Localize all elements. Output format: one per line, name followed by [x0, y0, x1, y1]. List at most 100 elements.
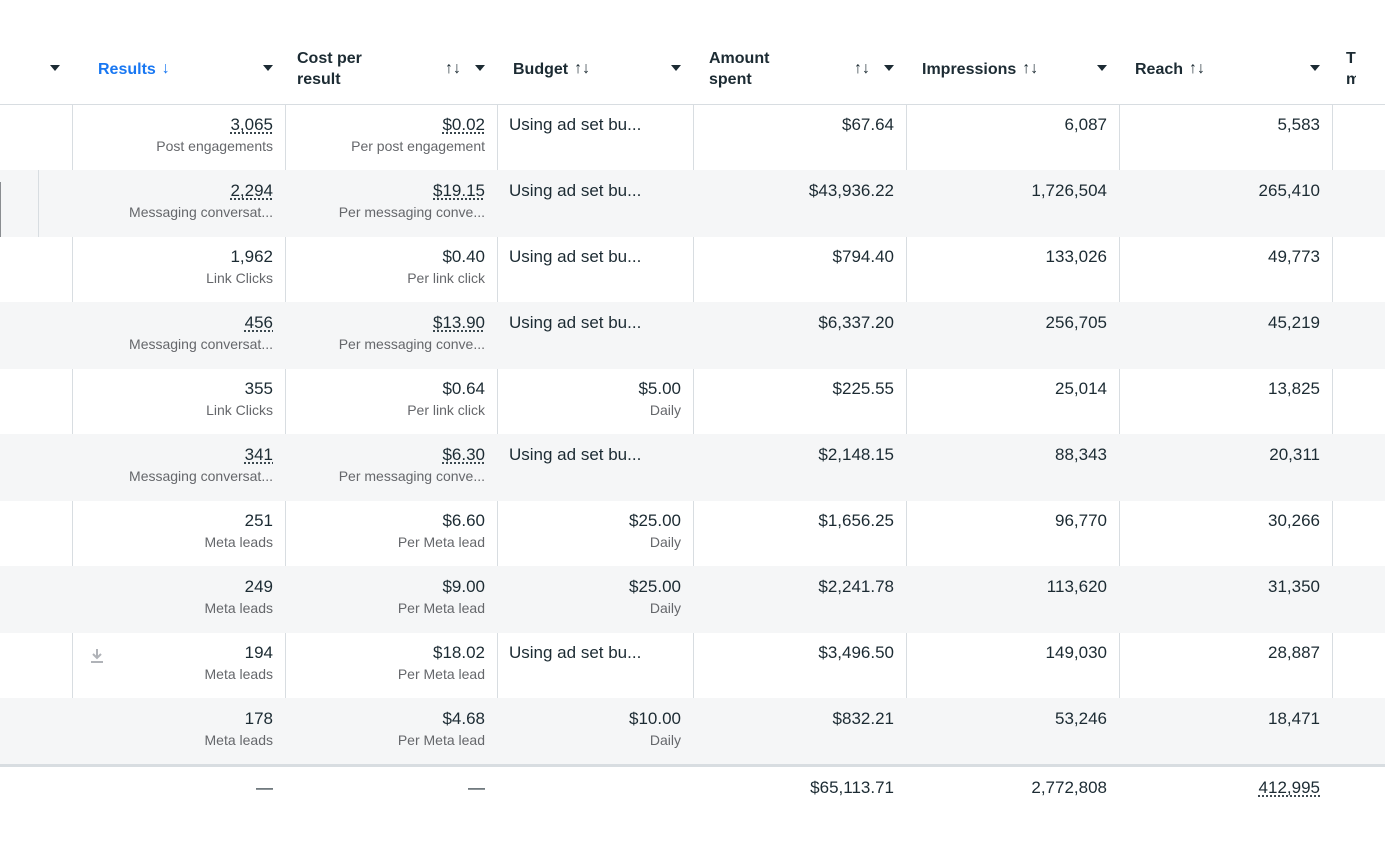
cost-type-label: Per messaging conve...	[338, 204, 485, 220]
total-cost-value: —	[468, 778, 485, 797]
reach-cell: 30,266	[1119, 500, 1332, 567]
budget-value: Using ad set bu...	[509, 115, 642, 134]
impressions-value: 149,030	[1045, 643, 1107, 662]
table-row[interactable]: 194 Meta leads $18.02 Per Meta lead Using ad…	[0, 632, 1385, 699]
sort-icon[interactable]: ↑↓	[1022, 60, 1039, 77]
reach-cell: 45,219	[1119, 302, 1332, 369]
table-row[interactable]: 1,962 Link Clicks $0.40 Per link click Using…	[0, 236, 1385, 303]
results-value[interactable]: 2,294	[230, 181, 273, 200]
caret-down-icon[interactable]	[475, 65, 485, 71]
results-type-label: Messaging conversat...	[129, 336, 273, 352]
table-row[interactable]: 456 Messaging conversat... $13.90 Per messa…	[0, 302, 1385, 369]
total-results-value: —	[256, 778, 273, 797]
table-row[interactable]: 3,065 Post engagements $0.02 Per post engag…	[0, 104, 1385, 171]
cost-value[interactable]: $19.15	[433, 181, 485, 200]
column-divider	[285, 34, 286, 810]
table-row[interactable]: 178 Meta leads $4.68 Per Meta lead $10.00 Dai…	[0, 698, 1385, 765]
impressions-cell: 1,726,504	[906, 170, 1119, 237]
total-impressions: 2,772,808	[906, 767, 1119, 810]
cost-per-result-cell: $9.00 Per Meta lead	[285, 566, 497, 633]
results-value: 251	[244, 511, 273, 530]
budget-value: $5.00	[638, 379, 681, 398]
cost-value[interactable]: $0.02	[442, 115, 485, 134]
results-value[interactable]: 456	[244, 313, 273, 332]
amount-spent-cell: $43,936.22	[693, 170, 906, 237]
cost-value: $6.60	[442, 511, 485, 530]
sort-icon[interactable]: ↑↓	[1189, 60, 1206, 77]
results-cell: 355 Link Clicks	[72, 368, 285, 435]
cost-per-result-cell: $0.40 Per link click	[285, 236, 497, 303]
cost-type-label: Per Meta lead	[397, 732, 485, 748]
results-cell: 341 Messaging conversat...	[72, 434, 285, 501]
impressions-cell: 25,014	[906, 368, 1119, 435]
impressions-cell: 149,030	[906, 632, 1119, 699]
column-header-reach[interactable]: Reach ↑↓	[1119, 34, 1332, 104]
column-header-cost-per-result[interactable]: Cost per result ↑↓	[285, 34, 497, 104]
caret-down-icon[interactable]	[50, 65, 60, 71]
total-reach-value[interactable]: 412,995	[1258, 778, 1320, 797]
cost-per-result-cell: $4.68 Per Meta lead	[285, 698, 497, 765]
impressions-cell: 256,705	[906, 302, 1119, 369]
cost-type-label: Per messaging conve...	[338, 336, 485, 352]
column-header-impressions[interactable]: Impressions ↑↓	[906, 34, 1119, 104]
results-cell: 194 Meta leads	[72, 632, 285, 699]
total-budget	[497, 767, 693, 810]
caret-down-icon[interactable]	[263, 65, 273, 71]
column-header-budget[interactable]: Budget ↑↓	[497, 34, 693, 104]
cost-value[interactable]: $6.30	[442, 445, 485, 464]
results-cell: 2,294 Messaging conversat...	[72, 170, 285, 237]
cost-type-label: Per post engagement	[351, 138, 485, 154]
column-header-previous[interactable]	[0, 34, 72, 104]
impressions-value: 53,246	[1055, 709, 1107, 728]
amount-value: $225.55	[832, 379, 894, 398]
results-header-label: Results	[98, 60, 156, 78]
cost-per-result-cell: $0.02 Per post engagement	[285, 104, 497, 171]
results-cell: 3,065 Post engagements	[72, 104, 285, 171]
sort-desc-icon[interactable]: ↓	[161, 60, 170, 77]
row-indent-line	[38, 170, 39, 237]
cost-type-label: Per link click	[407, 270, 485, 286]
table-row[interactable]: 249 Meta leads $9.00 Per Meta lead $25.00 Dai…	[0, 566, 1385, 633]
results-value[interactable]: 341	[244, 445, 273, 464]
column-header-results[interactable]: Results ↓	[72, 34, 285, 104]
reach-value: 49,773	[1268, 247, 1320, 266]
caret-down-icon[interactable]	[1310, 65, 1320, 71]
cost-type-label: Per Meta lead	[397, 534, 485, 550]
sort-icon[interactable]: ↑↓	[854, 60, 870, 77]
amount-spent-header-label: Amount spent	[709, 50, 770, 88]
column-header-truncated[interactable]: T m	[1332, 34, 1385, 104]
caret-down-icon[interactable]	[884, 65, 894, 71]
impressions-cell: 88,343	[906, 434, 1119, 501]
impressions-cell: 6,087	[906, 104, 1119, 171]
column-divider	[72, 34, 73, 810]
column-header-amount-spent[interactable]: Amount spent ↑↓	[693, 34, 906, 104]
sort-icon[interactable]: ↑↓	[574, 60, 591, 77]
download-icon[interactable]	[90, 648, 104, 664]
results-type-label: Post engagements	[156, 138, 273, 154]
budget-value: Using ad set bu...	[509, 181, 642, 200]
budget-value: $25.00	[629, 577, 681, 596]
table-row[interactable]: 341 Messaging conversat... $6.30 Per messag…	[0, 434, 1385, 501]
cost-value[interactable]: $13.90	[433, 313, 485, 332]
table-row[interactable]: 2,294 Messaging conversat... $19.15 Per mes…	[0, 170, 1385, 237]
budget-value: $25.00	[629, 511, 681, 530]
cost-per-result-cell: $19.15 Per messaging conve...	[285, 170, 497, 237]
impressions-header-label: Impressions	[922, 60, 1017, 78]
table-row[interactable]: 355 Link Clicks $0.64 Per link click $5.00 Da…	[0, 368, 1385, 435]
budget-cell: $25.00 Daily	[497, 566, 693, 633]
budget-cell: Using ad set bu...	[497, 434, 693, 501]
cost-per-result-cell: $18.02 Per Meta lead	[285, 632, 497, 699]
caret-down-icon[interactable]	[671, 65, 681, 71]
results-value: 1,962	[230, 247, 273, 266]
column-divider	[1119, 34, 1120, 810]
total-results: —	[72, 767, 285, 810]
total-reach[interactable]: 412,995	[1119, 767, 1332, 810]
results-value: 178	[244, 709, 273, 728]
caret-down-icon[interactable]	[1097, 65, 1107, 71]
results-value[interactable]: 3,065	[230, 115, 273, 134]
sort-icon[interactable]: ↑↓	[445, 60, 461, 77]
total-impressions-value: 2,772,808	[1031, 778, 1107, 797]
table-row[interactable]: 251 Meta leads $6.60 Per Meta lead $25.00 Dai…	[0, 500, 1385, 567]
cost-type-label: Per messaging conve...	[338, 468, 485, 484]
budget-header-label: Budget	[513, 60, 569, 78]
